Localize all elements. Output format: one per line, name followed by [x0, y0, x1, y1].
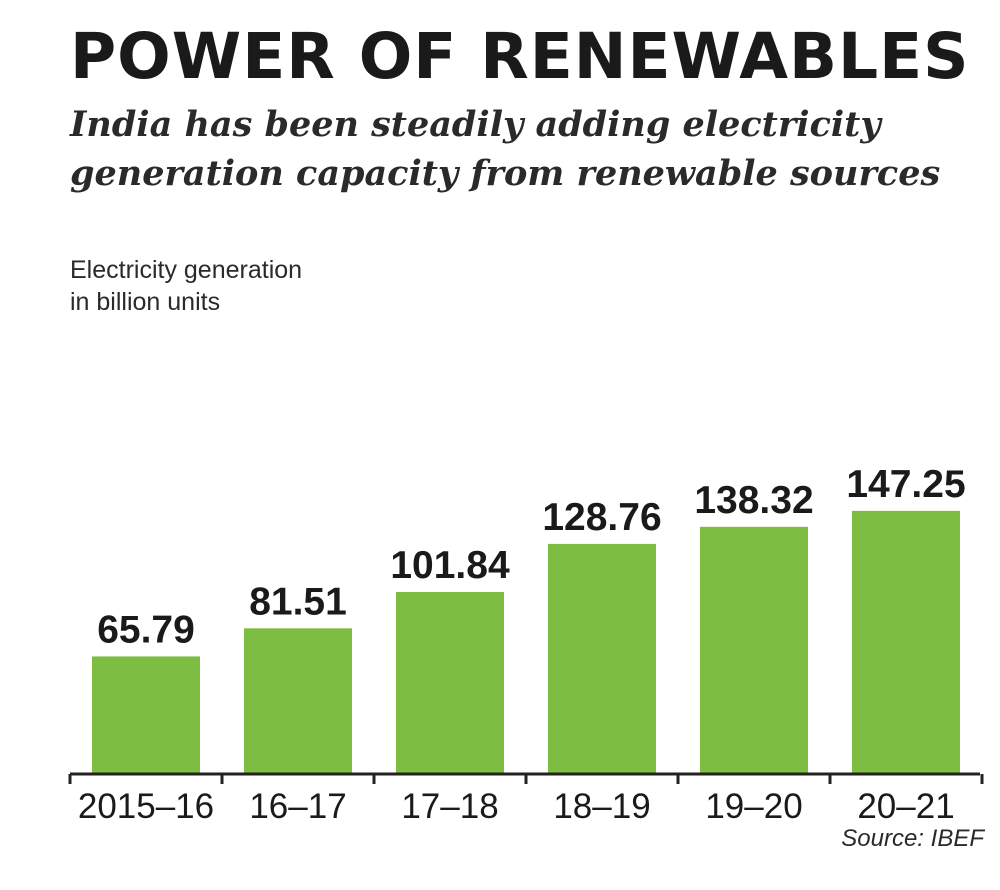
bar-value-label-2: 101.84: [390, 544, 510, 587]
source-note: Source: IBEF: [841, 825, 984, 852]
x-tick-label-3: 18–19: [553, 787, 650, 826]
x-tick-label-0: 2015–16: [78, 787, 214, 826]
bar-5: [852, 510, 960, 774]
bar-value-label-0: 65.79: [97, 608, 195, 651]
x-tick-label-4: 19–20: [705, 787, 802, 826]
x-tick-label-1: 16–17: [249, 787, 346, 826]
x-tick-label-2: 17–18: [401, 787, 498, 826]
unit-label-line-1: Electricity generation: [70, 256, 303, 284]
bar-value-label-1: 81.51: [249, 580, 347, 623]
subtitle-line-1: India has been steadily adding electrici…: [70, 104, 881, 145]
subtitle-line-2: generation capacity from renewable sourc…: [70, 153, 941, 194]
unit-label-line-2: in billion units: [70, 288, 221, 316]
bar-value-label-5: 147.25: [846, 463, 965, 506]
bar-value-label-3: 128.76: [542, 496, 661, 539]
y-axis-unit-label: Electricity generation in billion units: [70, 254, 302, 318]
bar-value-label-4: 138.32: [694, 479, 813, 522]
x-tick-label-5: 20–21: [857, 787, 954, 826]
chart-subtitle: India has been steadily adding electrici…: [70, 100, 950, 198]
bar-1: [244, 628, 352, 774]
bar-4: [700, 526, 808, 774]
bar-3: [548, 543, 656, 774]
chart-title: POWER OF RENEWABLES: [70, 20, 970, 93]
bar-2: [396, 592, 504, 774]
bar-0: [92, 656, 200, 774]
